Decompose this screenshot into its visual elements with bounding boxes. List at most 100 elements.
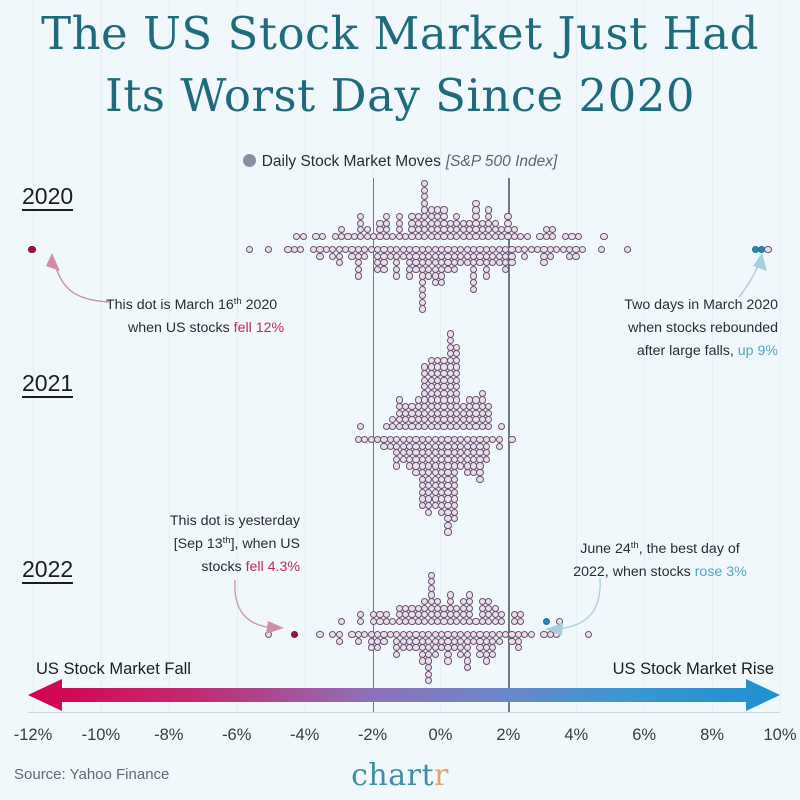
annotation-june24: June 24th, the best day of 2022, when st… <box>540 538 780 584</box>
swarm-dot <box>395 226 403 234</box>
gridline-emphasis-2 <box>508 178 510 712</box>
swarm-dot <box>265 631 273 639</box>
swarm-dot <box>446 337 454 345</box>
swarm-dot <box>393 462 401 470</box>
swarm-dot <box>466 591 474 599</box>
swarm-dot <box>440 356 448 364</box>
axis-tick-8%: 8% <box>700 726 725 744</box>
swarm-dot <box>408 219 416 227</box>
swarm-dot <box>485 403 493 411</box>
swarm-dot <box>478 232 486 240</box>
annotation-rebound-line3a: after large falls, <box>636 343 738 359</box>
swarm-dot <box>517 611 525 619</box>
swarm-dot <box>348 631 356 639</box>
swarm-dot <box>450 644 458 652</box>
swarm-dot <box>427 389 435 397</box>
swarm-dot <box>382 611 390 619</box>
swarm-dot <box>495 637 503 645</box>
swarm-dot <box>466 598 474 606</box>
swarm-dot <box>357 422 365 430</box>
axis-tick-2%: 2% <box>496 726 521 744</box>
axis-tick-6%: 6% <box>632 726 657 744</box>
swarm-dot <box>546 631 554 639</box>
swarm-dot <box>508 259 516 267</box>
swarm-dot <box>600 232 608 240</box>
swarm-dot <box>491 232 499 240</box>
year-label-2020: 2020 <box>22 183 74 211</box>
swarm-dot <box>342 246 350 254</box>
swarm-dot <box>421 598 429 606</box>
swarm-dot <box>389 416 397 424</box>
swarm-dot <box>28 246 36 254</box>
swarm-dot <box>367 436 375 444</box>
gridline-0 <box>440 0 442 712</box>
swarm-dot <box>453 350 461 358</box>
swarm-dot <box>316 252 324 260</box>
swarm-dot <box>758 246 766 254</box>
annotation-june24-highlight: rose 3% <box>694 564 747 580</box>
swarm-dot <box>427 591 435 599</box>
swarm-dot <box>389 617 397 625</box>
swarm-dot <box>498 611 506 619</box>
swarm-dot <box>284 246 292 254</box>
swarm-dot <box>374 644 382 652</box>
swarm-dot <box>440 376 448 384</box>
gridline--10 <box>100 0 102 712</box>
swarm-dot <box>446 226 454 234</box>
swarm-dot <box>361 436 369 444</box>
swarm-dot <box>427 370 435 378</box>
swarm-dot <box>472 617 480 625</box>
annotation-yesterday-line3a: stocks <box>201 559 246 575</box>
swarm-dot <box>453 363 461 371</box>
swarm-dot <box>438 279 446 287</box>
swarm-dot <box>478 389 486 397</box>
swarm-dot <box>446 330 454 338</box>
swarm-dot <box>466 604 474 612</box>
swarm-dot <box>472 213 480 221</box>
swarm-dot <box>393 272 401 280</box>
swarm-dot <box>453 617 461 625</box>
swarm-dot <box>382 219 390 227</box>
swarm-dot <box>389 422 397 430</box>
annotation-rebound-highlight: up 9% <box>737 343 778 359</box>
swarm-dot <box>510 232 518 240</box>
swarm-dot <box>502 631 510 639</box>
swarm-dot <box>485 598 493 606</box>
swarm-dot <box>421 186 429 194</box>
swarm-dot <box>453 376 461 384</box>
swarm-dot <box>478 396 486 404</box>
swarm-dot <box>489 259 497 267</box>
axis-baseline <box>28 712 780 713</box>
swarm-dot <box>463 664 471 672</box>
swarm-dot <box>459 219 467 227</box>
swarm-dot <box>553 246 561 254</box>
swarm-dot <box>440 219 448 227</box>
gridline--6 <box>236 0 238 712</box>
swarm-dot <box>290 631 298 639</box>
swarm-dot <box>402 232 410 240</box>
annotation-yesterday-line1: This dot is yesterday <box>169 513 300 529</box>
swarm-dot <box>380 265 388 273</box>
axis-label-rise: US Stock Market Rise <box>612 660 774 678</box>
annotation-june24-line2a: 2022, when stocks <box>573 564 695 580</box>
swarm-dot <box>329 631 337 639</box>
swarm-dot <box>510 226 518 234</box>
swarm-dot <box>453 422 461 430</box>
swarm-dot <box>431 650 439 658</box>
swarm-dot <box>470 637 478 645</box>
swarm-dot <box>427 356 435 364</box>
swarm-dot <box>453 604 461 612</box>
swarm-dot <box>380 637 388 645</box>
swarm-dot <box>408 232 416 240</box>
swarm-dot <box>335 259 343 267</box>
annotation-rebound: Two days in March 2020 when stocks rebou… <box>624 294 778 363</box>
swarm-dot <box>421 180 429 188</box>
swarm-dot <box>446 598 454 606</box>
swarm-dot <box>514 644 522 652</box>
arrow-yesterday <box>234 579 273 629</box>
swarm-dot <box>527 631 535 639</box>
swarm-dot <box>457 259 465 267</box>
swarm-dot <box>438 508 446 516</box>
swarm-dot <box>408 409 416 417</box>
swarm-dot <box>440 232 448 240</box>
